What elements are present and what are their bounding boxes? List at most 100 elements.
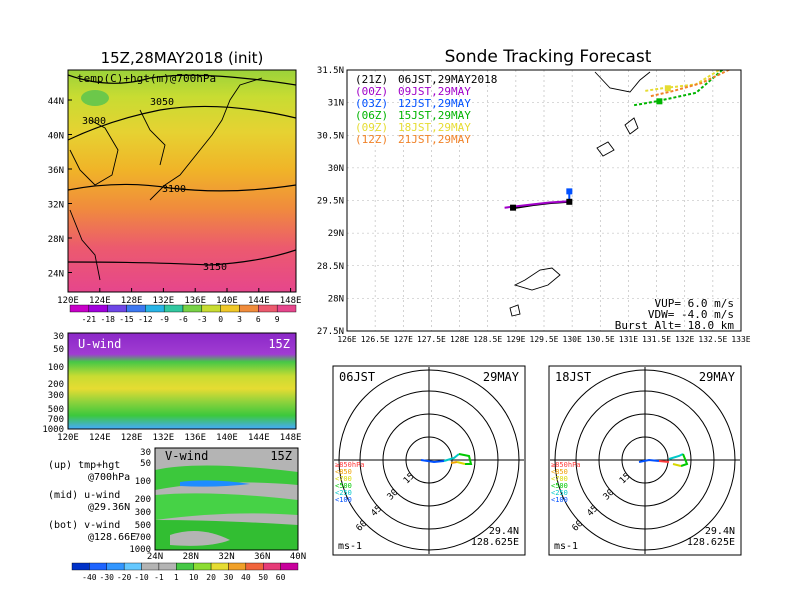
hodo-level-label: ≥850hPa (551, 461, 581, 469)
wind-colorbar-label: -10 (134, 573, 149, 582)
contour-3150: 3150 (203, 262, 227, 273)
wind-colorbar-label: -30 (100, 573, 115, 582)
y-tick-label: 28N (328, 294, 344, 304)
hodo-level-label: <850 (551, 468, 568, 476)
y-tick-label: 30N (328, 164, 344, 174)
temp-colorbar-swatch (220, 304, 240, 313)
y-tick-label: 30.5N (317, 131, 344, 141)
contour-line-3100 (68, 183, 296, 192)
temp-colorbar-label: -3 (197, 315, 207, 324)
u-lon-label: 140E (216, 433, 238, 443)
map-lat-label: 40N (48, 132, 64, 142)
wind-colorbar-swatch (245, 562, 264, 571)
wind-colorbar-swatch (106, 562, 125, 571)
map-lon-label: 140E (216, 296, 238, 306)
temp-colorbar-swatch (201, 304, 221, 313)
v-pressure-label: 300 (135, 508, 151, 518)
x-tick-label: 130E (563, 335, 582, 344)
v-pressure-ticks: 3050 100 200 300 500 700 1000 (129, 448, 151, 555)
map-lat-label: 24N (48, 270, 64, 280)
wind-colorbar-swatch (280, 562, 299, 571)
map-lon-label: 144E (248, 296, 270, 306)
wind-colorbar-label: -1 (154, 573, 164, 582)
wind-colorbar-swatch (193, 562, 212, 571)
legend-code: (09Z) (355, 121, 388, 134)
hodo-right-unit: ms-1 (554, 541, 578, 552)
legend-code: (03Z) (355, 97, 388, 110)
v-pressure-label: 700 (135, 533, 151, 543)
u-wind-label: U-wind (78, 337, 121, 351)
hodo-trace (638, 458, 660, 463)
temp-colorbar-swatch (107, 304, 127, 313)
u-pressure-label: 500 (48, 405, 64, 415)
temp-colorbar-label: 3 (237, 315, 242, 324)
hodo-left-lon: 128.625E (471, 537, 519, 548)
x-tick-label: 128E (450, 335, 469, 344)
x-tick-label: 130.5E (586, 335, 615, 344)
hodo-level-label: <100 (551, 496, 568, 504)
temp-colorbar-label: -21 (82, 315, 97, 324)
contour-3000: 3000 (82, 116, 106, 127)
wind-colorbar-label: 50 (258, 573, 268, 582)
island-tanegashima (596, 141, 615, 157)
u-lon-label: 148E (280, 433, 302, 443)
map-lat-label: 44N (48, 97, 64, 107)
temp-colorbar-label: -18 (100, 315, 115, 324)
wind-colorbar-swatch (71, 562, 90, 571)
island-amami (513, 267, 561, 291)
legend-time: 12JST,29MAY (398, 97, 471, 110)
island-small (509, 304, 521, 317)
x-tick-label: 131E (619, 335, 638, 344)
temp-colorbar-label: 0 (218, 315, 223, 324)
x-tick-label: 128.5E (473, 335, 502, 344)
hodo-level-label: <250 (335, 489, 352, 497)
track-series-1 (504, 200, 570, 209)
hodo-trace (456, 461, 466, 465)
track-marker (510, 204, 517, 211)
track-marker (656, 98, 663, 105)
v-lat-label: 40N (290, 552, 306, 562)
v-lat-label: 36N (254, 552, 270, 562)
map-lon-ticks: 120E 124E 128E 132E 136E 140E 144E 148E (57, 288, 301, 306)
hodo-left-time: 06JST (339, 370, 375, 384)
temp-colorbar-swatch (276, 304, 297, 313)
wind-colorbar-swatch (176, 562, 194, 571)
u-wind-time: 15Z (268, 337, 290, 351)
hodo-level-label: <100 (335, 496, 352, 504)
track-marker (566, 188, 573, 195)
coastline-coast (139, 109, 166, 166)
map-lon-label: 124E (89, 296, 111, 306)
wind-colorbar-label: -20 (117, 573, 132, 582)
tracking-grid: 126E 126.5E 127E 127.5E 128E 128.5E 129E 129.5E… (317, 66, 751, 344)
temp-colorbar-swatch (126, 304, 146, 313)
wind-colorbar-swatch (123, 562, 142, 571)
coastline-china (69, 209, 101, 281)
y-tick-label: 29.5N (317, 197, 344, 207)
wind-colorbar-label: 30 (224, 573, 234, 582)
track-series-3 (633, 70, 724, 107)
v-lat-ticks: 24N 28N 32N 36N 40N (147, 552, 306, 562)
wind-colorbar: -40 -30 -20 -10 -1 1 10 20 30 40 50 60 (71, 562, 299, 582)
contour-3050: 3050 (150, 97, 174, 108)
v-lat-label: 28N (183, 552, 199, 562)
track-series-5 (650, 70, 731, 98)
temp-colorbar: -21 -18 -15 -12 -9 -6 -3 0 3 6 9 (69, 304, 297, 324)
v-pressure-label: 200 (135, 495, 151, 505)
map-overlay (68, 74, 296, 281)
left-title: 15Z,28MAY2018 (init) (101, 49, 264, 67)
x-tick-label: 127E (394, 335, 413, 344)
map-lat-label: 36N (48, 166, 64, 176)
u-lon-label: 124E (89, 433, 111, 443)
track-series (504, 70, 731, 211)
u-pressure-label: 300 (48, 391, 64, 401)
wind-colorbar-label: 10 (189, 573, 199, 582)
map-lon-label: 128E (121, 296, 143, 306)
temp-colorbar-swatch (182, 304, 203, 313)
v-wind-label: V-wind (165, 449, 208, 463)
y-tick-label: 27.5N (317, 327, 344, 337)
u-pressure-label: 1000 (42, 425, 64, 435)
temp-colorbar-label: -12 (138, 315, 153, 324)
hodo-trace (458, 453, 473, 465)
